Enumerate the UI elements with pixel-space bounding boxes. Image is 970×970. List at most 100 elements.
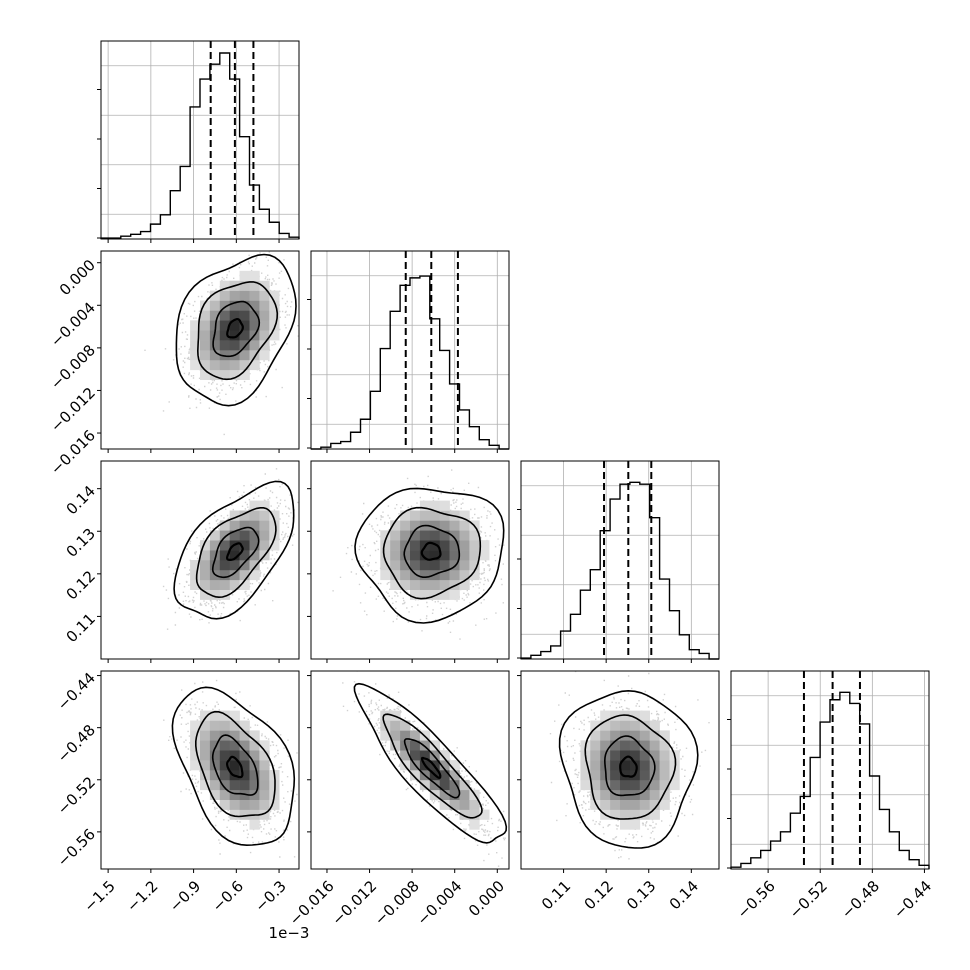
- density-cell: [209, 530, 221, 541]
- density-cell: [239, 750, 250, 761]
- density-cell: [219, 310, 230, 321]
- density-cell: [610, 770, 621, 781]
- histogram-p2: [520, 481, 719, 660]
- histogram-p0: [100, 52, 300, 239]
- density-cell: [400, 530, 411, 541]
- density-cell: [200, 330, 211, 341]
- density-cell: [209, 560, 221, 571]
- density-cell: [620, 740, 631, 751]
- density-cell: [459, 579, 470, 590]
- density-cell: [200, 779, 211, 791]
- density-cell: [209, 750, 221, 761]
- y-tick-label: −0.56: [54, 825, 99, 870]
- y-tick-label: 0.14: [63, 482, 99, 518]
- density-cell: [400, 510, 411, 521]
- density-cell: [600, 720, 611, 731]
- density-cell: [439, 799, 450, 810]
- density-cell: [200, 589, 211, 600]
- density-cell: [410, 510, 421, 521]
- density-cell: [639, 740, 650, 751]
- density-cell: [459, 799, 470, 810]
- density-cell: [219, 320, 230, 331]
- density-cell: [639, 779, 650, 791]
- density-cell: [419, 579, 431, 590]
- density-cell: [639, 809, 650, 820]
- density-cell: [590, 750, 601, 761]
- density-cell: [620, 819, 631, 830]
- density-cell: [249, 270, 260, 281]
- y-tick-label: −0.008: [47, 341, 99, 393]
- density-cell: [229, 550, 240, 561]
- density-cell: [469, 550, 480, 561]
- density-cell: [629, 750, 641, 761]
- density-cell: [249, 320, 260, 331]
- density-cell: [390, 720, 401, 731]
- density-cell: [390, 730, 401, 741]
- density-cell: [239, 809, 250, 820]
- density-cell: [249, 560, 260, 571]
- density-cell: [209, 310, 221, 321]
- density-cell: [239, 369, 250, 380]
- density-cell: [219, 330, 230, 341]
- density-cell: [239, 310, 250, 321]
- density-cell: [209, 730, 221, 741]
- density-cell: [380, 710, 391, 721]
- density-cell: [649, 740, 660, 751]
- density-cell: [610, 720, 621, 731]
- density-cell: [439, 770, 450, 781]
- density-cell: [400, 540, 411, 551]
- density-cell: [469, 799, 480, 810]
- density-cell: [219, 779, 230, 791]
- density-cell: [219, 520, 230, 531]
- panel-p0-p1: [97, 250, 300, 453]
- density-cell: [209, 359, 221, 371]
- density-cell: [200, 359, 211, 371]
- density-cell: [429, 520, 440, 531]
- density-cell: [449, 520, 460, 531]
- density-cell: [239, 330, 250, 341]
- density-cell: [219, 560, 230, 571]
- density-cell: [190, 579, 201, 590]
- density-cell: [259, 340, 270, 351]
- density-cell: [249, 340, 260, 351]
- density-cell: [390, 579, 401, 590]
- density-cell: [190, 730, 201, 741]
- density-cell: [429, 530, 440, 541]
- density-cell: [429, 560, 440, 571]
- density-cell: [229, 579, 240, 590]
- density-cell: [659, 730, 670, 741]
- contour-line: [195, 710, 276, 818]
- contour-line: [195, 507, 277, 599]
- density-cell: [449, 589, 460, 600]
- x-tick-label: −0.9: [166, 877, 204, 915]
- density-cell: [410, 569, 421, 581]
- density-cell: [200, 560, 211, 571]
- density-cell: [429, 500, 440, 511]
- contour-line: [175, 253, 297, 407]
- density-cell: [229, 799, 240, 810]
- density-cell: [390, 740, 401, 751]
- panel-frame: [520, 460, 720, 660]
- density-cell: [449, 550, 460, 561]
- density-cell: [219, 569, 230, 581]
- density-cell: [190, 569, 201, 581]
- density-cell: [629, 809, 641, 820]
- density-cell: [479, 550, 490, 561]
- density-cell: [459, 520, 470, 531]
- density-cell: [229, 510, 240, 521]
- density-cell: [439, 579, 450, 590]
- density-cell: [190, 750, 201, 761]
- density-cell: [590, 730, 601, 741]
- density-cell: [259, 750, 270, 761]
- density-cell: [200, 550, 211, 561]
- density-cell: [229, 710, 240, 721]
- density-cell: [219, 540, 230, 551]
- density-cell: [639, 789, 650, 800]
- density-cell: [419, 560, 431, 571]
- density-cell: [459, 809, 470, 820]
- density-cell: [200, 369, 211, 380]
- density-cell: [659, 760, 670, 771]
- density-cell: [649, 809, 660, 820]
- density-cell: [219, 350, 230, 361]
- density-cell: [610, 710, 621, 721]
